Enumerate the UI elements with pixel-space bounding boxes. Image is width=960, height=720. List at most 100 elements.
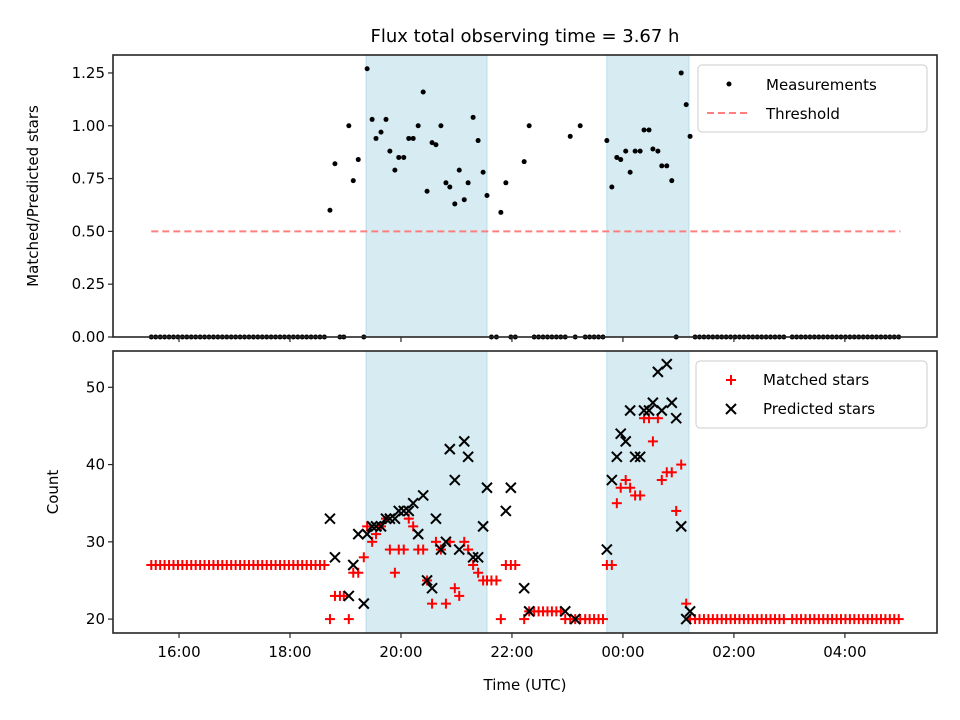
- x-stroke: [430, 512, 442, 525]
- measurement-point: [373, 135, 379, 141]
- x-stroke: [453, 543, 465, 556]
- y-tick-label: 0.50: [72, 222, 105, 240]
- matched-star-point: [440, 598, 451, 609]
- measurement-point: [420, 89, 426, 95]
- top-legend-box: [697, 64, 928, 133]
- measurement-point: [484, 192, 490, 198]
- measurement-point: [632, 148, 638, 154]
- y-tick-label: 1.00: [72, 117, 105, 135]
- measurement-point: [641, 127, 647, 133]
- measurement-point: [438, 123, 444, 129]
- x-stroke: [559, 605, 571, 618]
- predicted-star-point: [559, 605, 571, 618]
- x-stroke: [684, 605, 696, 618]
- measurement-point: [503, 180, 509, 186]
- x-stroke: [500, 505, 512, 517]
- x-stroke: [403, 505, 415, 517]
- top-axes-frame: [112, 54, 938, 338]
- predicted-star-point: [426, 582, 438, 594]
- x-stroke: [352, 528, 364, 540]
- x-stroke: [634, 451, 646, 463]
- predicted-star-point: [347, 559, 359, 571]
- legend-matched-label: Matched stars: [763, 371, 869, 389]
- predicted-star-point: [403, 505, 415, 517]
- predicted-star-point: [440, 536, 452, 548]
- legend-predicted-label: Predicted stars: [763, 400, 875, 418]
- predicted-star-point: [569, 613, 581, 625]
- x-tick-label: 16:00: [157, 643, 200, 661]
- x-stroke: [380, 512, 392, 525]
- matched-star-point: [510, 560, 521, 571]
- x-axis-label: Time (UTC): [483, 676, 567, 694]
- measurement-point: [678, 70, 684, 76]
- x-stroke: [435, 543, 447, 556]
- predicted-star-point: [670, 412, 682, 424]
- matched-star-point: [398, 544, 409, 555]
- predicted-star-point: [661, 358, 673, 370]
- measurement-point: [461, 197, 467, 203]
- matched-star-point: [418, 544, 429, 555]
- measurement-point: [392, 167, 398, 173]
- measurement-point: [396, 154, 402, 160]
- measurement-point: [480, 169, 486, 175]
- predicted-star-point: [435, 543, 447, 556]
- measurement-point: [350, 178, 356, 184]
- y-tick-label: 0.75: [72, 170, 105, 188]
- measurement-point: [498, 209, 504, 215]
- measurement-point: [470, 114, 476, 120]
- predicted-star-point: [615, 427, 627, 440]
- measurement-point: [664, 163, 670, 169]
- x-stroke: [472, 551, 484, 563]
- matched-star-point: [473, 567, 484, 578]
- predicted-star-point: [352, 528, 364, 540]
- x-tick-label: 22:00: [490, 643, 533, 661]
- y-tick-label: 0.00: [72, 328, 105, 346]
- x-stroke: [656, 404, 668, 417]
- x-stroke: [412, 528, 424, 540]
- measurement-point: [650, 146, 656, 152]
- x-stroke: [629, 451, 641, 463]
- measurement-point: [401, 154, 407, 160]
- predicted-star-point: [666, 397, 678, 409]
- legend-matched-marker: [726, 375, 736, 385]
- y-tick-label: 1.25: [72, 64, 105, 82]
- matched-star-point: [449, 583, 460, 594]
- matched-star-point: [656, 475, 667, 486]
- x-stroke: [366, 520, 378, 533]
- predicted-star-point: [500, 505, 512, 517]
- predicted-star-point: [421, 574, 433, 587]
- bottom-axes-frame: [112, 350, 938, 634]
- matched-star-point: [647, 436, 658, 447]
- x-stroke: [481, 482, 493, 494]
- measurement-point: [447, 184, 453, 190]
- measurement-point: [659, 163, 665, 169]
- matched-star-point: [324, 614, 335, 625]
- x-stroke: [666, 397, 678, 409]
- x-stroke: [569, 613, 581, 625]
- predicted-star-point: [684, 605, 696, 618]
- x-stroke: [624, 404, 636, 417]
- x-stroke: [358, 597, 370, 610]
- measurement-point: [406, 135, 412, 141]
- predicted-star-point: [458, 435, 470, 448]
- measurement-point: [346, 123, 352, 129]
- predicted-star-point: [370, 520, 382, 533]
- x-stroke: [606, 474, 618, 486]
- measurement-point: [465, 180, 471, 186]
- x-stroke: [398, 505, 410, 517]
- x-stroke: [523, 605, 535, 618]
- x-tick-label: 02:00: [712, 643, 755, 661]
- measurement-point: [387, 148, 393, 154]
- predicted-star-point: [477, 520, 489, 533]
- x-stroke: [329, 551, 341, 563]
- matched-star-point: [671, 505, 682, 516]
- shaded-span-1: [606, 54, 690, 338]
- matched-star-point: [362, 521, 373, 532]
- measurement-point: [604, 138, 610, 144]
- measurement-point: [456, 167, 462, 173]
- matched-stars-points: [146, 413, 904, 625]
- top-y-axis-label: Matched/Predicted stars: [24, 105, 42, 287]
- matched-star-point: [338, 590, 349, 601]
- predicted-star-point: [472, 551, 484, 563]
